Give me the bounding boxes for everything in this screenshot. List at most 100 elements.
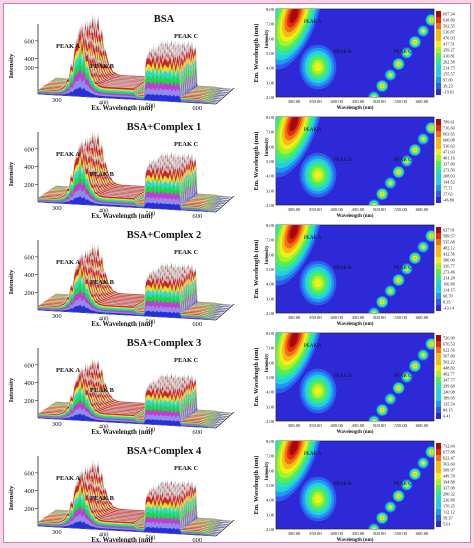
surface-plot-panel: 200 400 600 300 400 500 600 Intensity Ex. Wavele… [4,436,244,544]
contour-peak-c-spot [438,439,442,443]
x-tick-label: 300 [52,529,62,536]
colorbar-swatch [436,353,441,359]
contour-intensity-title: Intensity [265,137,270,156]
colorbar-label: 449.78 [443,474,455,479]
colorbar-label: 394.88 [443,480,455,485]
colorbar-label: 402.77 [443,372,456,377]
x-axis-title: Ex. Wavelength (nm) [91,429,152,435]
contour-peak-c-spot [372,311,376,313]
contour-map: 2.00 3.00 4.00 5.00 6.00 7.00 8.00 300.00 350.00… [253,222,456,327]
colorbar-label: 697.34 [443,12,456,17]
surface-plot-panel: 200 400 600 300 400 500 600 Intensity Ex. Wavele… [4,220,244,328]
colorbar-swatch [436,263,441,269]
colorbar-swatch [436,443,441,449]
colorbar-swatch [436,239,441,245]
contour-peak-c-spot [437,222,443,228]
colorbar-swatch [436,173,441,179]
y-axis-title: Intensity [8,269,15,294]
contour-y-tick: 3.00 [266,80,275,85]
colorbar-swatch [436,245,441,251]
colorbar-swatch [436,53,441,59]
x-tick-label: 400 [99,424,109,431]
contour-y-title: Em. Wavelength (nm) [253,348,260,407]
contour-peak-c-spot [405,267,409,271]
y-tick-label: 400 [24,164,34,171]
colorbar-swatch [436,131,441,137]
y-tick-label: 400 [24,56,34,63]
colorbar-label: 502.22 [443,360,455,365]
contour-x-tick: 600.00 [416,207,429,212]
contour-peak-c-label: PEAK C [394,50,412,55]
y-axis-title: Intensity [8,377,15,402]
contour-peak-c-spot [389,505,392,509]
colorbar-label: 112.12 [443,510,455,515]
x-tick-label: 500 [146,210,156,217]
contour-peak-c-spot [430,342,433,346]
contour-peak-c-spot [438,116,441,119]
colorbar-label: 97.00 [443,78,453,83]
contour-y-tick: 5.00 [266,159,275,164]
contour-fills [276,116,441,205]
colorbar-label: 337.08 [443,486,455,491]
surface-plot-panel: 200 400 600 300 400 500 600 Intensity Ex. Wavele… [4,112,244,220]
colorbar-label: 310.81 [443,54,455,59]
contour-x-title: Wavelength (nm) [337,430,374,435]
colorbar-label: 567.80 [443,354,455,359]
contour-x-tick: 400.00 [330,207,343,212]
chart-title: BSA+Complex 2 [127,230,202,241]
peak-b-label: PEAK B [90,387,115,394]
contour-peak-c-spot [438,440,441,443]
contour-x-tick: 550.00 [394,531,407,536]
peak-a-label: PEAK A [56,43,80,50]
surface-plot-panel: 300 400 600 300 400 500 600 Intensity Ex. Wavele… [4,4,244,112]
colorbar-swatch [436,365,441,371]
contour-peak-c-spot [438,223,442,227]
contour-x-tick: 450.00 [352,423,365,428]
contour-peak-c-spot [405,375,409,379]
colorbar-swatch [436,461,441,467]
contour-fills [276,330,443,421]
colorbar-label: 114.15 [443,288,455,293]
contour-peak-c-spot [437,330,443,336]
contour-peak-a-level [289,225,299,240]
colorbar-swatch [436,275,441,281]
contour-x-tick: 350.00 [309,99,322,104]
colorbar-swatch [436,509,441,515]
peak-b-label: PEAK B [90,171,115,178]
colorbar-swatch [436,143,441,149]
chart-title: BSA+Complex 1 [127,122,202,133]
depth-axis-line [215,519,235,537]
contour-y-tick: 8.00 [266,223,275,228]
contour-peak-c-spot [438,7,442,11]
contour-peak-c-spot [413,256,417,260]
colorbar-label: 509.97 [443,468,456,473]
contour-peak-b-label: PEAK B [334,266,352,271]
colorbar-label: 60.70 [443,294,453,299]
contour-x-tick: 600.00 [416,315,429,320]
colorbar-swatch [436,269,441,275]
contour-peak-c-label: PEAK C [394,374,412,379]
colorbar-label: 589.57 [443,234,456,239]
colorbar-swatch [436,59,441,65]
contour-peak-c-spot [430,126,433,130]
colorbar-swatch [436,137,441,143]
colorbar-label: 726.99 [443,336,455,341]
contour-map: 2.00 3.00 4.00 5.00 6.00 7.00 8.00 300.00 350.00… [253,439,456,543]
x-tick-label: 300 [52,205,62,212]
contour-peak-c-spot [438,224,441,227]
contour-peak-b-level [314,278,322,288]
colorbar-swatch [436,341,441,347]
contour-peak-b-level [314,494,322,504]
colorbar-swatch [436,35,441,41]
colorbar-label: 482.12 [443,246,455,251]
colorbar-label: 789.61 [443,120,455,125]
contour-x-tick: 450.00 [352,99,365,104]
colorbar-label: 380.00 [443,258,455,263]
colorbar-label: 337.80 [443,162,455,167]
contour-peak-c-spot [433,117,434,119]
x-axis-title: Ex. Wavelength (nm) [91,321,152,327]
contour-peak-c-spot [438,332,441,335]
contour-y-tick: 6.00 [266,36,275,41]
peak-a-label: PEAK A [56,367,80,374]
colorbar-swatch [436,17,441,23]
